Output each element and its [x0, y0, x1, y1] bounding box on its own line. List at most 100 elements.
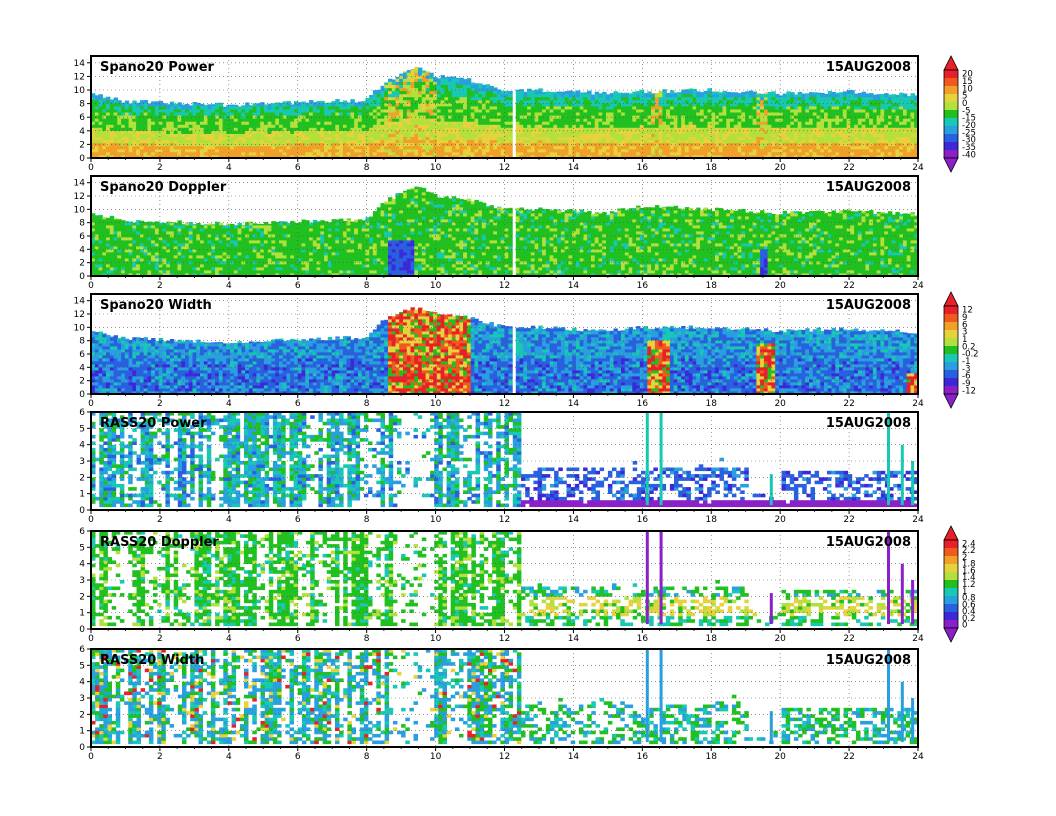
heatmap-cell: [647, 109, 652, 113]
heatmap-cell: [451, 99, 457, 104]
heatmap-cell: [500, 151, 506, 156]
heatmap-cell: [703, 136, 709, 141]
heatmap-cell: [109, 154, 115, 159]
heatmap-cell: [139, 130, 145, 134]
heatmap-cell: [463, 93, 468, 98]
heatmap-cell: [696, 124, 701, 128]
heatmap-cell: [658, 115, 663, 119]
heatmap-cell: [380, 121, 385, 125]
heatmap-cell: [380, 90, 385, 95]
heatmap-cell: [703, 106, 709, 110]
heatmap-cell: [222, 118, 227, 122]
heatmap-cell: [715, 102, 720, 107]
heatmap-cell: [327, 109, 333, 113]
heatmap-cell: [696, 102, 701, 107]
heatmap-cell: [617, 112, 622, 116]
heatmap-cell: [162, 142, 167, 147]
heatmap-cell: [305, 102, 310, 104]
heatmap-cell: [737, 145, 742, 150]
heatmap-cell: [564, 148, 569, 153]
heatmap-cell: [121, 106, 126, 110]
heatmap-cell: [233, 136, 239, 141]
heatmap-cell: [320, 112, 325, 116]
heatmap-cell: [455, 84, 460, 89]
heatmap-cell: [459, 154, 464, 159]
heatmap-cell: [451, 145, 457, 150]
heatmap-cell: [530, 90, 536, 95]
heatmap-cell: [185, 145, 190, 150]
heatmap-cell: [752, 145, 757, 150]
heatmap-cell: [200, 118, 205, 122]
heatmap-cell: [297, 133, 303, 137]
heatmap-cell: [715, 148, 720, 153]
heatmap-cell: [842, 151, 848, 156]
heatmap-cell: [628, 99, 633, 104]
heatmap-cell: [903, 93, 908, 95]
heatmap-cell: [722, 93, 727, 98]
heatmap-cell: [643, 139, 648, 144]
heatmap-cell: [369, 133, 374, 137]
heatmap-cell: [215, 118, 220, 122]
heatmap-cell: [121, 118, 126, 122]
heatmap-cell: [429, 84, 434, 89]
heatmap-cell: [560, 133, 566, 137]
heatmap-cell: [158, 118, 164, 122]
heatmap-cell: [527, 136, 532, 141]
heatmap-cell: [549, 106, 554, 110]
heatmap-cell: [331, 109, 336, 113]
heatmap-cell: [684, 106, 690, 110]
heatmap-cell: [741, 124, 746, 128]
heatmap-cell: [237, 109, 242, 113]
heatmap-cell: [154, 154, 160, 159]
heatmap-cell: [771, 106, 776, 110]
heatmap-cell: [760, 99, 765, 104]
heatmap-cell: [715, 154, 720, 159]
heatmap-cell: [222, 151, 227, 156]
heatmap-cell: [324, 106, 329, 110]
heatmap-cell: [793, 133, 799, 137]
heatmap-cell: [406, 139, 412, 144]
heatmap-cell: [241, 154, 246, 159]
heatmap-cell: [211, 112, 216, 116]
heatmap-cell: [508, 99, 513, 104]
heatmap-cell: [421, 145, 427, 150]
heatmap-cell: [835, 151, 840, 156]
heatmap-cell: [880, 121, 885, 125]
heatmap-cell: [275, 154, 280, 159]
heatmap-cell: [436, 109, 442, 113]
heatmap-cell: [636, 148, 641, 153]
heatmap-cell: [805, 106, 810, 110]
heatmap-cell: [760, 115, 765, 119]
heatmap-cell: [797, 139, 803, 144]
heatmap-cell: [271, 136, 276, 141]
heatmap-cell: [463, 124, 468, 128]
heatmap-cell: [237, 145, 242, 150]
heatmap-cell: [448, 124, 453, 128]
heatmap-cell: [805, 124, 810, 128]
heatmap-cell: [485, 127, 491, 131]
heatmap-cell: [707, 109, 712, 113]
heatmap-cell: [895, 99, 900, 104]
heatmap-cell: [711, 127, 716, 131]
heatmap-cell: [842, 145, 848, 150]
heatmap-cell: [700, 127, 705, 131]
heatmap-cell: [241, 145, 246, 150]
heatmap-cell: [609, 93, 615, 98]
heatmap-cell: [200, 145, 205, 150]
heatmap-cell: [793, 121, 799, 125]
heatmap-cell: [681, 102, 686, 107]
heatmap-cell: [602, 154, 607, 159]
heatmap-cell: [391, 121, 397, 125]
heatmap-cell: [128, 151, 133, 156]
heatmap-cell: [154, 130, 160, 134]
heatmap-cell: [106, 234, 111, 238]
heatmap-cell: [737, 99, 742, 104]
heatmap-cell: [403, 109, 408, 113]
heatmap-cell: [117, 133, 122, 137]
heatmap-cell: [365, 139, 370, 144]
heatmap-cell: [433, 139, 438, 144]
heatmap-cell: [530, 115, 536, 119]
heatmap-cell: [763, 127, 769, 131]
heatmap-cell: [335, 118, 340, 122]
heatmap-cell: [587, 139, 592, 144]
